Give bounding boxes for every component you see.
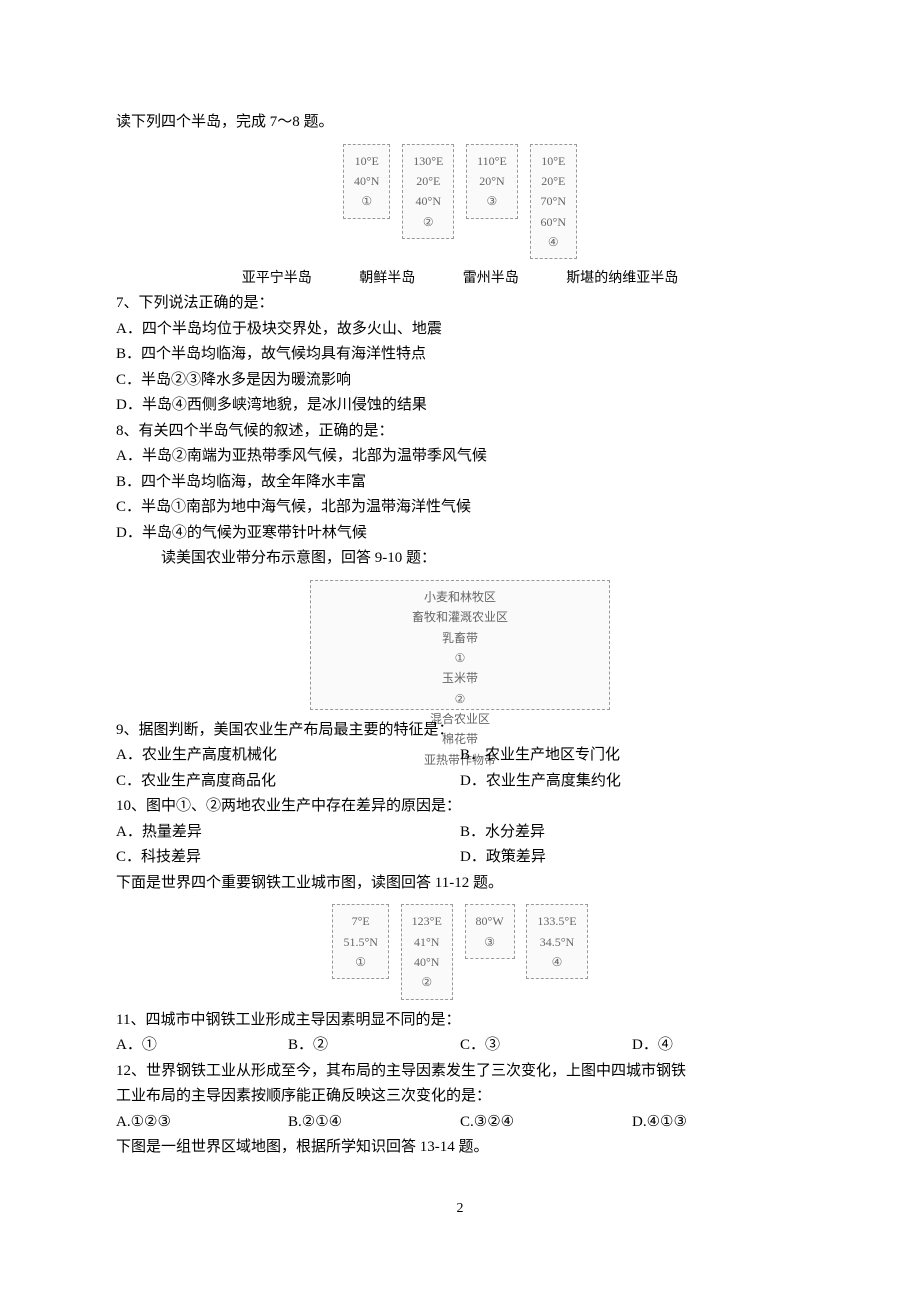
- fig4-lon-a: 10°E: [541, 151, 566, 171]
- sc2-lat-b: 40°N: [412, 952, 442, 972]
- q9-option-a: A．农业生产高度机械化: [116, 743, 460, 769]
- fig3-lon: 110°E: [477, 151, 507, 171]
- peninsula-figures: 10°E 40°N ① 130°E 20°E 40°N ② 110°E 20°N…: [116, 144, 804, 260]
- intro-11-12: 下面是世界四个重要钢铁工业城市图，读图回答 11-12 题。: [116, 871, 804, 897]
- fig2-lat-b: 40°N: [413, 191, 443, 211]
- q8-stem: 8、有关四个半岛气候的叙述，正确的是：: [116, 419, 804, 445]
- fig4-circled: ④: [541, 232, 566, 252]
- q7-option-c: C．半岛②③降水多是因为暖流影响: [116, 368, 804, 394]
- intro-7-8: 读下列四个半岛，完成 7～8 题。: [116, 110, 804, 136]
- sc4-circled: ④: [537, 952, 576, 972]
- us-agriculture-map: 小麦和林牧区 畜牧和灌溉农业区 乳畜带 ① 玉米带 ② 混合农业区 棉花带 亚热…: [310, 580, 610, 710]
- q12-option-a: A.①②③: [116, 1110, 288, 1136]
- us-label-5: ②: [321, 689, 599, 709]
- q12-option-b: B.②①④: [288, 1110, 460, 1136]
- fig3-circled: ③: [477, 191, 507, 211]
- peninsula-fig-2: 130°E 20°E 40°N ②: [402, 144, 454, 240]
- fig1-lat: 40°N: [354, 171, 379, 191]
- q12-options: A.①②③ B.②①④ C.③②④ D.④①③: [116, 1110, 804, 1136]
- q8-option-d: D．半岛④的气候为亚寒带针叶林气候: [116, 521, 804, 547]
- sc3-lon: 80°W: [476, 911, 504, 931]
- sc1-lon: 7°E: [343, 911, 377, 931]
- steel-city-4: 133.5°E 34.5°N ④: [526, 904, 587, 979]
- caption-2: 朝鲜半岛: [359, 267, 415, 291]
- us-label-0: 小麦和林牧区: [321, 587, 599, 607]
- us-label-2: 乳畜带: [321, 628, 599, 648]
- us-label-1: 畜牧和灌溉农业区: [321, 607, 599, 627]
- fig2-lon: 130°E: [413, 151, 443, 171]
- q9-options: A．农业生产高度机械化 B．农业生产地区专门化 C．农业生产高度商品化 D．农业…: [116, 743, 804, 794]
- q12-stem-line2: 工业布局的主导因素按顺序能正确反映这三次变化的是：: [116, 1084, 804, 1110]
- intro-13-14: 下图是一组世界区域地图，根据所学知识回答 13-14 题。: [116, 1135, 804, 1161]
- q11-stem: 11、四城市中钢铁工业形成主导因素明显不同的是：: [116, 1008, 804, 1034]
- fig4-lat-a: 70°N: [541, 191, 566, 211]
- q12-option-c: C.③②④: [460, 1110, 632, 1136]
- q11-options: A．① B．② C．③ D．④: [116, 1033, 804, 1059]
- caption-3: 雷州半岛: [463, 267, 519, 291]
- fig2-lat-a: 20°E: [413, 171, 443, 191]
- q11-option-b: B．②: [288, 1033, 460, 1059]
- fig4-lon-b: 20°E: [541, 171, 566, 191]
- sc4-lat: 34.5°N: [537, 932, 576, 952]
- fig2-circled: ②: [413, 212, 443, 232]
- q10-options: A．热量差异 B．水分差异 C．科技差异 D．政策差异: [116, 820, 804, 871]
- q12-stem-line1: 12、世界钢铁工业从形成至今，其布局的主导因素发生了三次变化，上图中四城市钢铁: [116, 1059, 804, 1085]
- caption-1: 亚平宁半岛: [242, 267, 312, 291]
- sc2-lat-a: 41°N: [412, 932, 442, 952]
- page-number: 2: [116, 1197, 804, 1221]
- peninsula-fig-3: 110°E 20°N ③: [466, 144, 518, 219]
- us-map-figure: 小麦和林牧区 畜牧和灌溉农业区 乳畜带 ① 玉米带 ② 混合农业区 棉花带 亚热…: [116, 580, 804, 710]
- us-label-3: ①: [321, 648, 599, 668]
- steel-city-2: 123°E 41°N 40°N ②: [401, 904, 453, 1000]
- steel-city-1: 7°E 51.5°N ①: [332, 904, 388, 979]
- q11-option-a: A．①: [116, 1033, 288, 1059]
- fig1-circled: ①: [354, 191, 379, 211]
- peninsula-captions: 亚平宁半岛 朝鲜半岛 雷州半岛 斯堪的纳维亚半岛: [116, 267, 804, 291]
- q11-option-c: C．③: [460, 1033, 632, 1059]
- fig4-lat-b: 60°N: [541, 212, 566, 232]
- peninsula-fig-4: 10°E 20°E 70°N 60°N ④: [530, 144, 577, 260]
- q8-option-a: A．半岛②南端为亚热带季风气候，北部为温带季风气候: [116, 444, 804, 470]
- q8-option-c: C．半岛①南部为地中海气候，北部为温带海洋性气候: [116, 495, 804, 521]
- peninsula-fig-1: 10°E 40°N ①: [343, 144, 390, 219]
- sc2-circled: ②: [412, 972, 442, 992]
- sc1-lat: 51.5°N: [343, 932, 377, 952]
- caption-4: 斯堪的纳维亚半岛: [566, 267, 678, 291]
- sc1-circled: ①: [343, 952, 377, 972]
- q10-option-d: D．政策差异: [460, 845, 804, 871]
- q9-option-d: D．农业生产高度集约化: [460, 769, 804, 795]
- sc4-lon: 133.5°E: [537, 911, 576, 931]
- fig1-lon: 10°E: [354, 151, 379, 171]
- steel-city-figures: 7°E 51.5°N ① 123°E 41°N 40°N ② 80°W ③ 13…: [116, 904, 804, 1000]
- q9-option-c: C．农业生产高度商品化: [116, 769, 460, 795]
- intro-9-10: 读美国农业带分布示意图，回答 9-10 题：: [116, 546, 804, 572]
- sc3-circled: ③: [476, 932, 504, 952]
- q8-option-b: B．四个半岛均临海，故全年降水丰富: [116, 470, 804, 496]
- q12-option-d: D.④①③: [632, 1110, 804, 1136]
- q9-option-b: B．农业生产地区专门化: [460, 743, 804, 769]
- q10-option-c: C．科技差异: [116, 845, 460, 871]
- sc2-lon: 123°E: [412, 911, 442, 931]
- q10-option-a: A．热量差异: [116, 820, 460, 846]
- steel-city-3: 80°W ③: [465, 904, 515, 959]
- q11-option-d: D．④: [632, 1033, 804, 1059]
- q10-stem: 10、图中①、②两地农业生产中存在差异的原因是：: [116, 794, 804, 820]
- q7-option-a: A．四个半岛均位于极块交界处，故多火山、地震: [116, 317, 804, 343]
- q7-option-b: B．四个半岛均临海，故气候均具有海洋性特点: [116, 342, 804, 368]
- q7-option-d: D．半岛④西侧多峡湾地貌，是冰川侵蚀的结果: [116, 393, 804, 419]
- q10-option-b: B．水分差异: [460, 820, 804, 846]
- fig3-lat: 20°N: [477, 171, 507, 191]
- q7-stem: 7、下列说法正确的是：: [116, 291, 804, 317]
- us-label-4: 玉米带: [321, 668, 599, 688]
